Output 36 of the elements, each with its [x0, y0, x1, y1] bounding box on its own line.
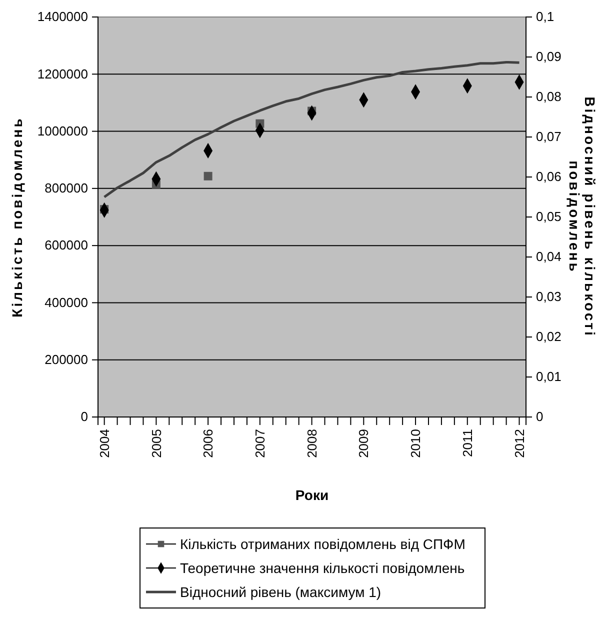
y2-axis-title: Відносний рівень кількості повідомлень — [566, 96, 598, 338]
x-tick-label: 2012 — [512, 429, 527, 458]
x-tick-label: 2007 — [252, 429, 268, 458]
x-tick-label: 2011 — [460, 429, 475, 457]
y-tick-label: 1400000 — [37, 9, 88, 24]
y-tick-label: 1200000 — [37, 66, 88, 82]
x-tick-label: 2009 — [356, 429, 372, 458]
y-tick-label: 400000 — [44, 294, 88, 310]
y2-tick-label: 0,07 — [536, 129, 562, 144]
y-tick-label: 200000 — [44, 352, 88, 368]
legend-label: Теоретичне значення кількості повідомлень — [180, 560, 465, 576]
y2-tick-label: 0,06 — [536, 169, 562, 184]
x-tick-label: 2008 — [304, 429, 320, 458]
y2-tick-label: 0,03 — [536, 289, 562, 304]
x-tick-label: 2004 — [96, 429, 112, 458]
point — [204, 172, 212, 180]
x-tick-label: 2006 — [200, 429, 216, 458]
legend-label: Кількість отриманих повідомлень від СПФМ — [180, 536, 466, 552]
y-tick-label: 1000000 — [37, 123, 88, 138]
y2-tick-label: 0,08 — [536, 89, 562, 104]
line-series — [103, 60, 521, 198]
y-tick-label: 0 — [80, 409, 88, 424]
y-tick-label: 600000 — [44, 238, 88, 253]
y-tick-label: 800000 — [44, 180, 88, 196]
y2-tick-label: 0,05 — [536, 209, 562, 224]
x-tick-label: 2010 — [408, 429, 424, 458]
y2-tick-label: 0,01 — [536, 369, 562, 384]
y2-tick-label: 0,02 — [536, 329, 562, 344]
x-axis-title: Роки — [295, 487, 329, 503]
y2-tick-label: 0,1 — [536, 9, 554, 24]
y2-tick-label: 0,09 — [536, 49, 562, 64]
legend-label: Відносний рівень (максимум 1) — [180, 584, 382, 600]
y2-tick-label: 0 — [536, 409, 544, 424]
y2-tick-label: 0,04 — [536, 249, 562, 264]
y-axis-title: Кількість повідомлень — [9, 116, 25, 318]
x-tick-label: 2005 — [148, 429, 164, 458]
